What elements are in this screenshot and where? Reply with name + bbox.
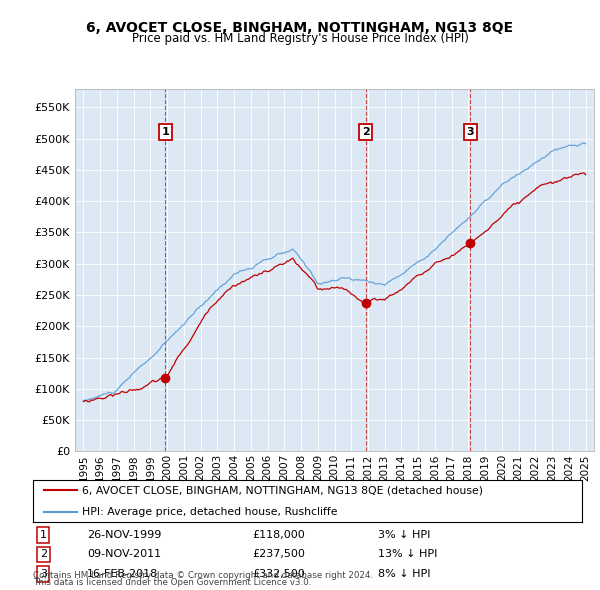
Text: 3: 3 bbox=[40, 569, 47, 579]
Text: 2: 2 bbox=[40, 549, 47, 559]
Text: 6, AVOCET CLOSE, BINGHAM, NOTTINGHAM, NG13 8QE (detached house): 6, AVOCET CLOSE, BINGHAM, NOTTINGHAM, NG… bbox=[82, 486, 484, 495]
Text: 09-NOV-2011: 09-NOV-2011 bbox=[87, 549, 161, 559]
Text: 16-FEB-2018: 16-FEB-2018 bbox=[87, 569, 158, 579]
Text: £237,500: £237,500 bbox=[252, 549, 305, 559]
Text: £332,500: £332,500 bbox=[252, 569, 305, 579]
Text: 13% ↓ HPI: 13% ↓ HPI bbox=[378, 549, 437, 559]
Text: 1: 1 bbox=[161, 127, 169, 137]
Text: 3: 3 bbox=[467, 127, 474, 137]
Text: 6, AVOCET CLOSE, BINGHAM, NOTTINGHAM, NG13 8QE: 6, AVOCET CLOSE, BINGHAM, NOTTINGHAM, NG… bbox=[86, 21, 514, 35]
Text: This data is licensed under the Open Government Licence v3.0.: This data is licensed under the Open Gov… bbox=[33, 578, 311, 587]
Text: 2: 2 bbox=[362, 127, 370, 137]
Text: Price paid vs. HM Land Registry's House Price Index (HPI): Price paid vs. HM Land Registry's House … bbox=[131, 32, 469, 45]
Text: HPI: Average price, detached house, Rushcliffe: HPI: Average price, detached house, Rush… bbox=[82, 507, 338, 516]
Text: 3% ↓ HPI: 3% ↓ HPI bbox=[378, 530, 430, 540]
Text: 26-NOV-1999: 26-NOV-1999 bbox=[87, 530, 161, 540]
Text: 1: 1 bbox=[40, 530, 47, 540]
Text: 8% ↓ HPI: 8% ↓ HPI bbox=[378, 569, 431, 579]
Text: £118,000: £118,000 bbox=[252, 530, 305, 540]
Text: Contains HM Land Registry data © Crown copyright and database right 2024.: Contains HM Land Registry data © Crown c… bbox=[33, 571, 373, 580]
